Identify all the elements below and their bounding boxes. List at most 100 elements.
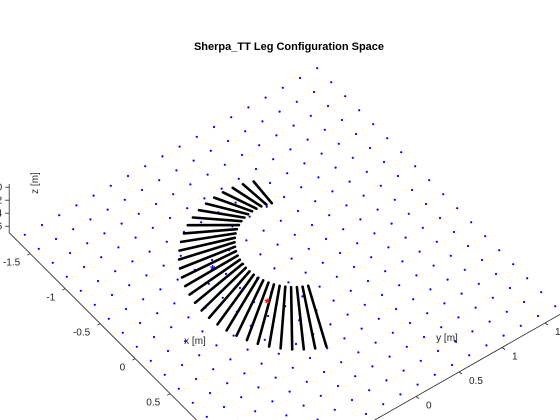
grid-point (92, 194, 95, 197)
grid-point (266, 314, 270, 318)
grid-point (390, 222, 393, 225)
grid-point (301, 295, 304, 298)
grid-point (276, 243, 279, 246)
z-tick-label: 0 (0, 183, 3, 194)
grid-points (23, 67, 557, 420)
grid-point (382, 403, 385, 406)
grid-point (123, 198, 126, 201)
grid-point (331, 190, 334, 193)
grid-point (103, 232, 106, 235)
grid-point (394, 307, 398, 311)
grid-point (212, 125, 216, 129)
grid-point (140, 188, 144, 192)
x-axis-label: x [m] (184, 336, 206, 347)
grid-point (334, 166, 337, 169)
grid-point (433, 373, 436, 376)
grid-point (205, 415, 208, 418)
grid-point (223, 163, 226, 166)
grid-point (259, 253, 262, 256)
grid-point (187, 316, 190, 319)
grid-point (161, 155, 164, 158)
grid-point (466, 244, 470, 248)
grid-point (260, 362, 263, 365)
leg-segment (216, 273, 255, 326)
leg-segment (231, 186, 263, 208)
grid-point (428, 179, 431, 182)
grid-point (398, 284, 401, 287)
grid-point (382, 160, 386, 164)
grid-point (345, 204, 348, 207)
grid-point (415, 274, 418, 277)
grid-point (373, 232, 376, 235)
grid-point (421, 226, 424, 229)
grid-point (349, 289, 352, 292)
grid-point (173, 302, 176, 305)
grid-point (277, 352, 280, 355)
x-tick-label: 0.5 (146, 398, 160, 409)
grid-point (554, 305, 557, 308)
grid-point (232, 334, 235, 337)
grid-point (308, 356, 312, 360)
grid-point (436, 349, 440, 353)
grid-point (407, 212, 410, 215)
grid-point (418, 250, 421, 253)
grid-point (177, 387, 180, 390)
grid-point (293, 233, 296, 236)
grid-point (414, 165, 417, 168)
grid-point (424, 202, 428, 206)
grid-point (96, 279, 100, 283)
grid-point (302, 404, 305, 407)
grid-point (484, 235, 487, 238)
grid-point (408, 321, 412, 325)
grid-point (340, 118, 344, 122)
grid-point (72, 228, 75, 231)
grid-point (377, 317, 380, 320)
grid-point (352, 265, 356, 269)
grid-point (210, 258, 214, 262)
grid-point (248, 215, 251, 218)
grid-point (162, 264, 165, 267)
grid-point (342, 228, 345, 231)
grid-point (175, 169, 178, 172)
z-axis-label: z [m] (30, 172, 41, 194)
grid-point (279, 219, 282, 222)
y-tick-label: 0 (426, 401, 432, 412)
grid-point (274, 376, 277, 379)
grid-point (319, 394, 322, 397)
grid-point (338, 251, 342, 255)
grid-point (163, 373, 166, 376)
grid-point (385, 379, 388, 382)
grid-point (323, 128, 326, 131)
grid-point (291, 366, 294, 369)
grid-point (126, 174, 130, 178)
grid-point (120, 222, 123, 225)
grid-point (170, 326, 173, 329)
grid-point (258, 144, 261, 147)
grid-point (296, 209, 300, 213)
grid-point (477, 282, 480, 285)
grid-point (209, 149, 212, 152)
grid-point (191, 401, 194, 404)
grid-point (245, 239, 248, 242)
grid-point (454, 340, 457, 343)
z-tick-label: -0.4 (0, 209, 3, 220)
grid-point (203, 197, 206, 200)
grid-point (220, 187, 223, 190)
grid-point (107, 317, 110, 320)
leg-segment (183, 254, 239, 288)
grid-point (365, 170, 368, 173)
grid-point (37, 247, 40, 250)
y-tick-mark (544, 322, 549, 326)
leg-segment (225, 276, 260, 332)
z-tick-label: -0.2 (0, 196, 3, 207)
grid-point (460, 292, 463, 295)
grid-point (82, 265, 86, 269)
grid-point (298, 76, 302, 80)
grid-point (268, 181, 272, 185)
grid-point (200, 221, 203, 224)
grid-point (474, 306, 477, 309)
grid-point (358, 109, 361, 112)
grid-point (142, 298, 145, 301)
leg-segment (197, 208, 246, 219)
grid-point (468, 354, 471, 357)
